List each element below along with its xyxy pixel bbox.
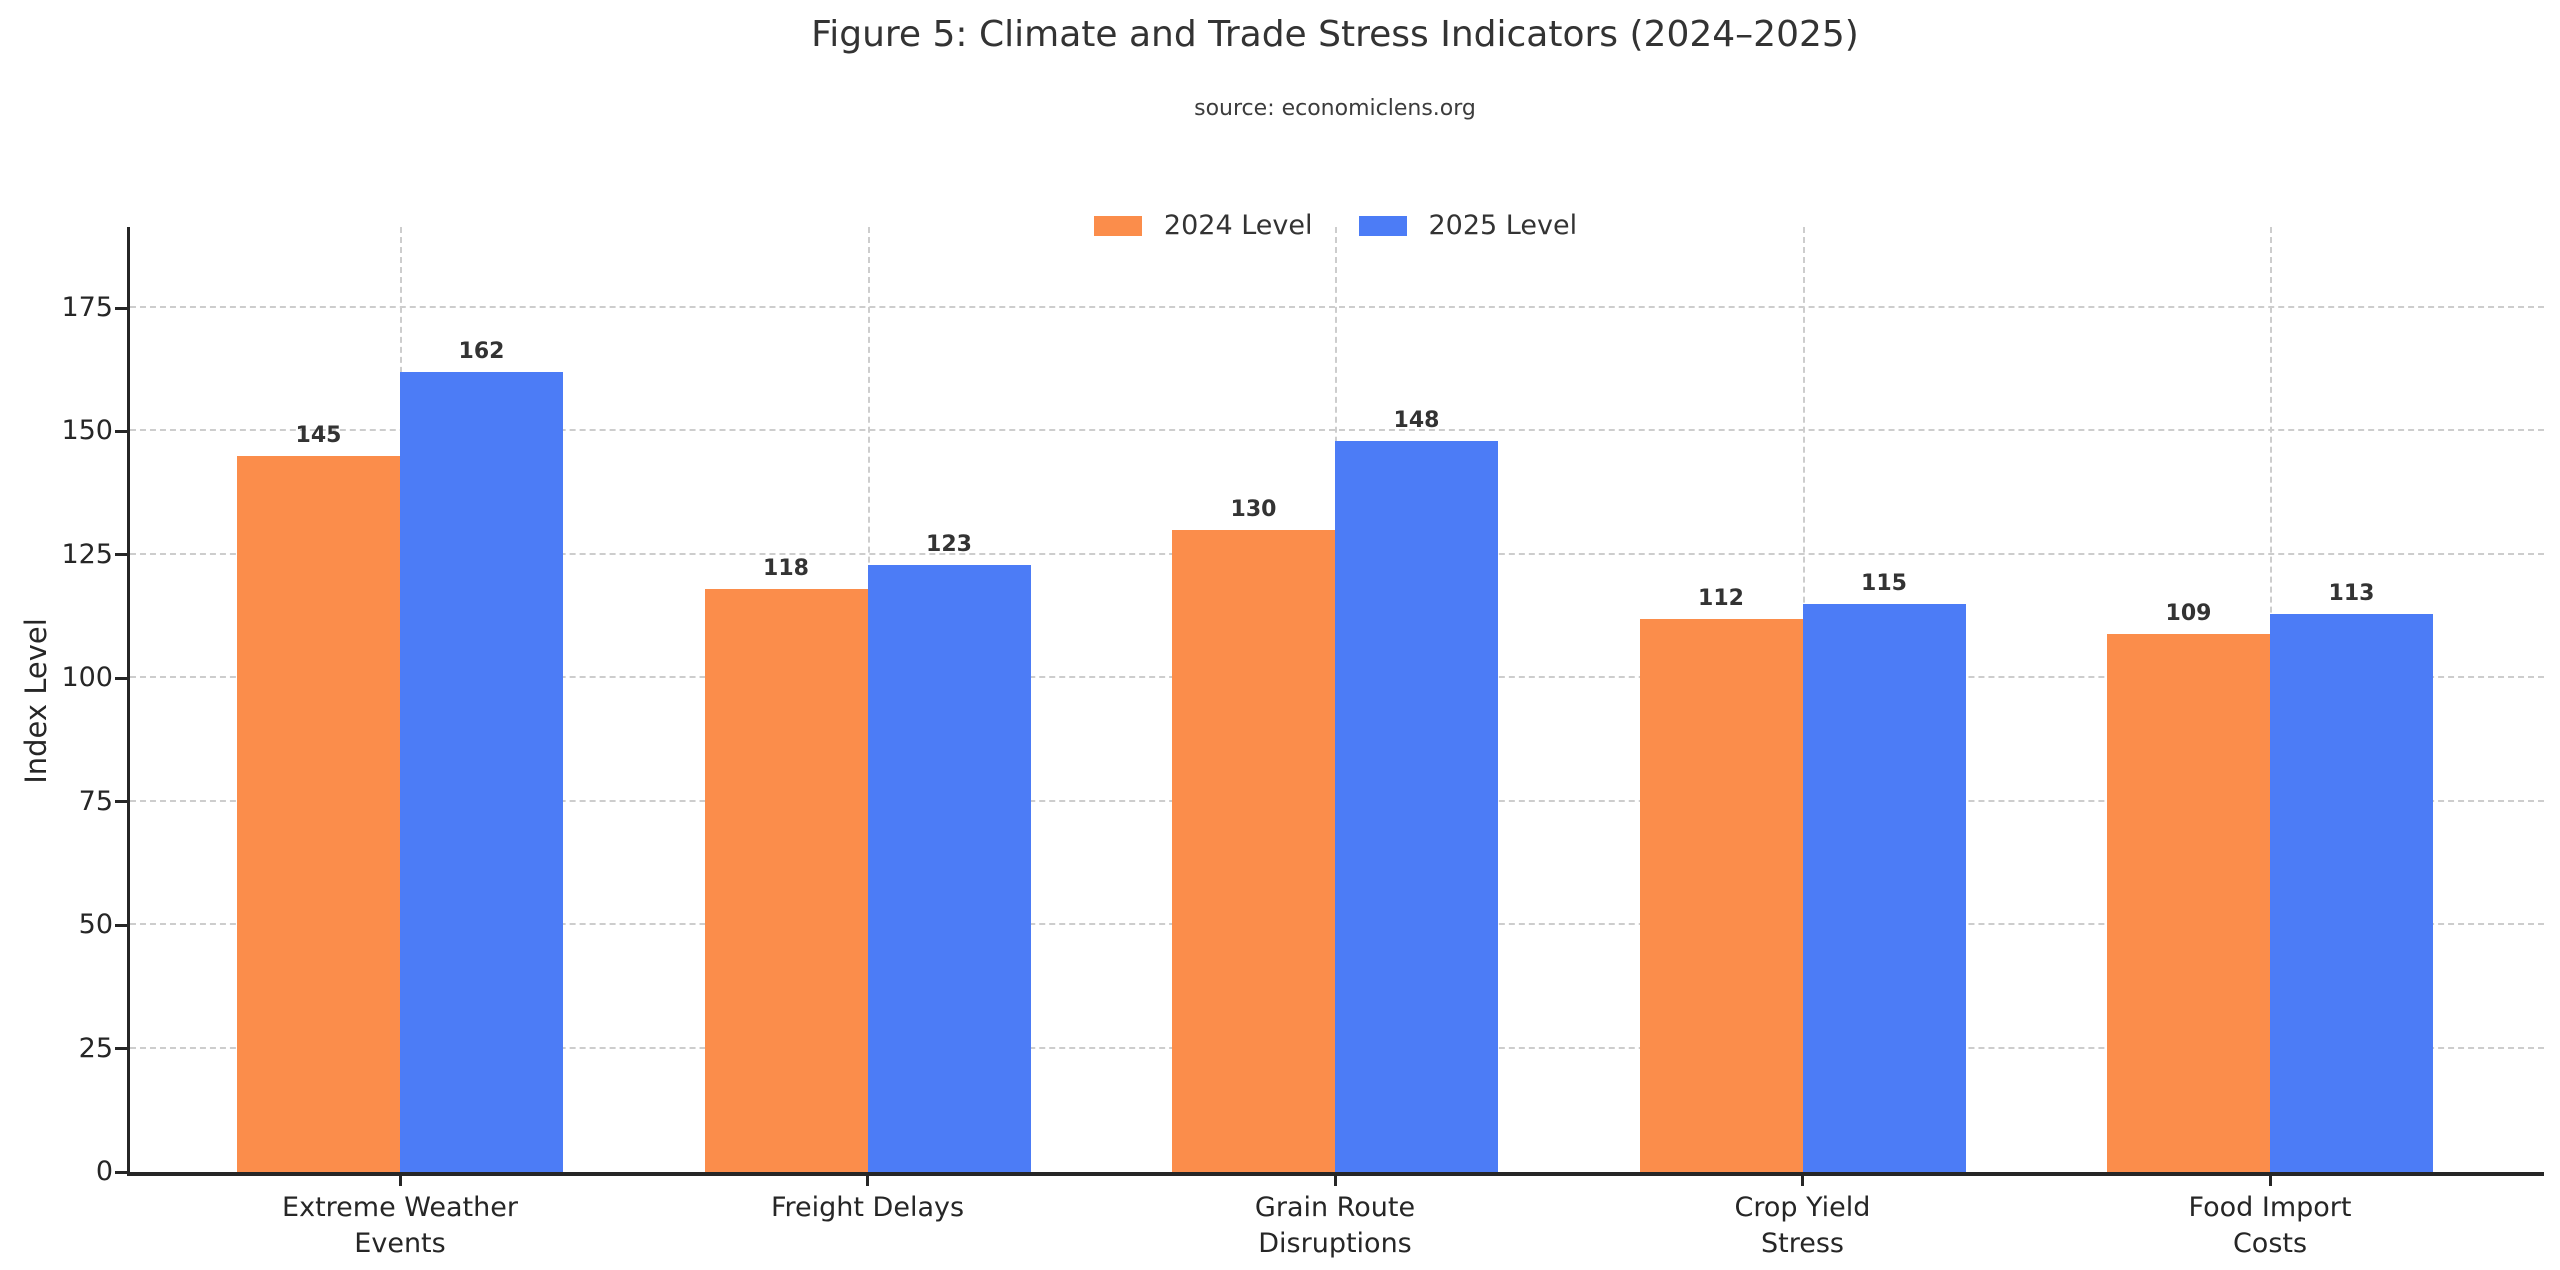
x-tick-label-crop-yield-stress: Crop Yield Stress xyxy=(1734,1192,1871,1259)
bar-2024-level-food-import-costs xyxy=(2107,633,2270,1172)
legend-swatch-2025-level xyxy=(1358,215,1407,236)
legend-label-2024-level: 2024 Level xyxy=(1163,210,1313,241)
bar-value-2025-level-food-import-costs: 113 xyxy=(2328,581,2375,607)
y-tick-mark-50 xyxy=(115,923,127,927)
legend-label-2025-level: 2025 Level xyxy=(1428,210,1578,241)
y-tick-label-125: 125 xyxy=(61,538,113,570)
y-tick-label-50: 50 xyxy=(78,909,113,941)
bar-2025-level-food-import-costs xyxy=(2270,614,2433,1172)
y-tick-label-100: 100 xyxy=(61,662,113,694)
x-tick-mark-grain-route-disruptions xyxy=(1333,1176,1337,1186)
bar-value-2024-level-grain-route-disruptions: 130 xyxy=(1230,497,1277,523)
x-tick-label-extreme-weather-events: Extreme Weather Events xyxy=(282,1192,518,1259)
gridline-h-150 xyxy=(130,429,2544,432)
bar-2024-level-freight-delays xyxy=(704,589,868,1172)
legend-item-2025-level: 2025 Level xyxy=(1358,210,1578,241)
x-tick-mark-crop-yield-stress xyxy=(1801,1176,1804,1186)
bar-value-2024-level-freight-delays: 118 xyxy=(763,556,809,582)
bar-value-2024-level-food-import-costs: 109 xyxy=(2165,600,2212,626)
y-tick-mark-150 xyxy=(115,429,127,433)
bar-value-2024-level-crop-yield-stress: 112 xyxy=(1698,586,1744,612)
bar-2025-level-extreme-weather-events xyxy=(400,372,563,1172)
y-tick-label-150: 150 xyxy=(61,415,113,447)
bar-2024-level-grain-route-disruptions xyxy=(1172,530,1335,1172)
bar-value-2025-level-grain-route-disruptions: 148 xyxy=(1393,408,1440,434)
y-tick-mark-125 xyxy=(115,553,127,557)
x-tick-label-freight-delays: Freight Delays xyxy=(770,1192,965,1223)
bar-2025-level-crop-yield-stress xyxy=(1802,604,1966,1172)
y-tick-mark-25 xyxy=(115,1047,127,1051)
bar-value-2025-level-crop-yield-stress: 115 xyxy=(1861,571,1907,597)
y-tick-label-25: 25 xyxy=(78,1032,113,1064)
bar-value-2025-level-extreme-weather-events: 162 xyxy=(458,339,505,365)
legend-item-2024-level: 2024 Level xyxy=(1093,210,1313,241)
plot-area: 145 118 130 112 109 162 123 148 115 113 xyxy=(127,227,2544,1176)
x-tick-mark-food-import-costs xyxy=(2268,1176,2272,1186)
chart-title: Figure 5: Climate and Trade Stress Indic… xyxy=(811,14,1859,55)
legend: 2024 Level 2025 Level xyxy=(127,210,2544,241)
y-tick-label-0: 0 xyxy=(95,1156,113,1187)
bar-2024-level-crop-yield-stress xyxy=(1639,619,1803,1172)
x-tick-label-food-import-costs: Food Import Costs xyxy=(2188,1192,2352,1259)
y-tick-mark-0 xyxy=(115,1170,127,1174)
y-tick-mark-100 xyxy=(115,676,127,680)
legend-swatch-2024-level xyxy=(1093,215,1142,236)
bar-2025-level-grain-route-disruptions xyxy=(1335,441,1498,1172)
chart-subtitle: source: economiclens.org xyxy=(1194,96,1476,121)
gridline-h-175 xyxy=(130,306,2544,309)
bar-2025-level-freight-delays xyxy=(867,564,1031,1172)
y-tick-label-75: 75 xyxy=(78,785,113,817)
y-axis-title: Index Level xyxy=(19,618,53,784)
x-tick-mark-freight-delays xyxy=(866,1176,869,1186)
bar-2024-level-extreme-weather-events xyxy=(237,456,400,1172)
bar-value-2025-level-freight-delays: 123 xyxy=(926,531,972,557)
y-tick-mark-75 xyxy=(115,800,127,804)
x-tick-label-grain-route-disruptions: Grain Route Disruptions xyxy=(1254,1192,1416,1259)
y-tick-label-175: 175 xyxy=(61,292,113,324)
y-tick-mark-175 xyxy=(115,306,127,310)
x-tick-mark-extreme-weather-events xyxy=(398,1176,402,1186)
bar-value-2024-level-extreme-weather-events: 145 xyxy=(295,423,342,449)
